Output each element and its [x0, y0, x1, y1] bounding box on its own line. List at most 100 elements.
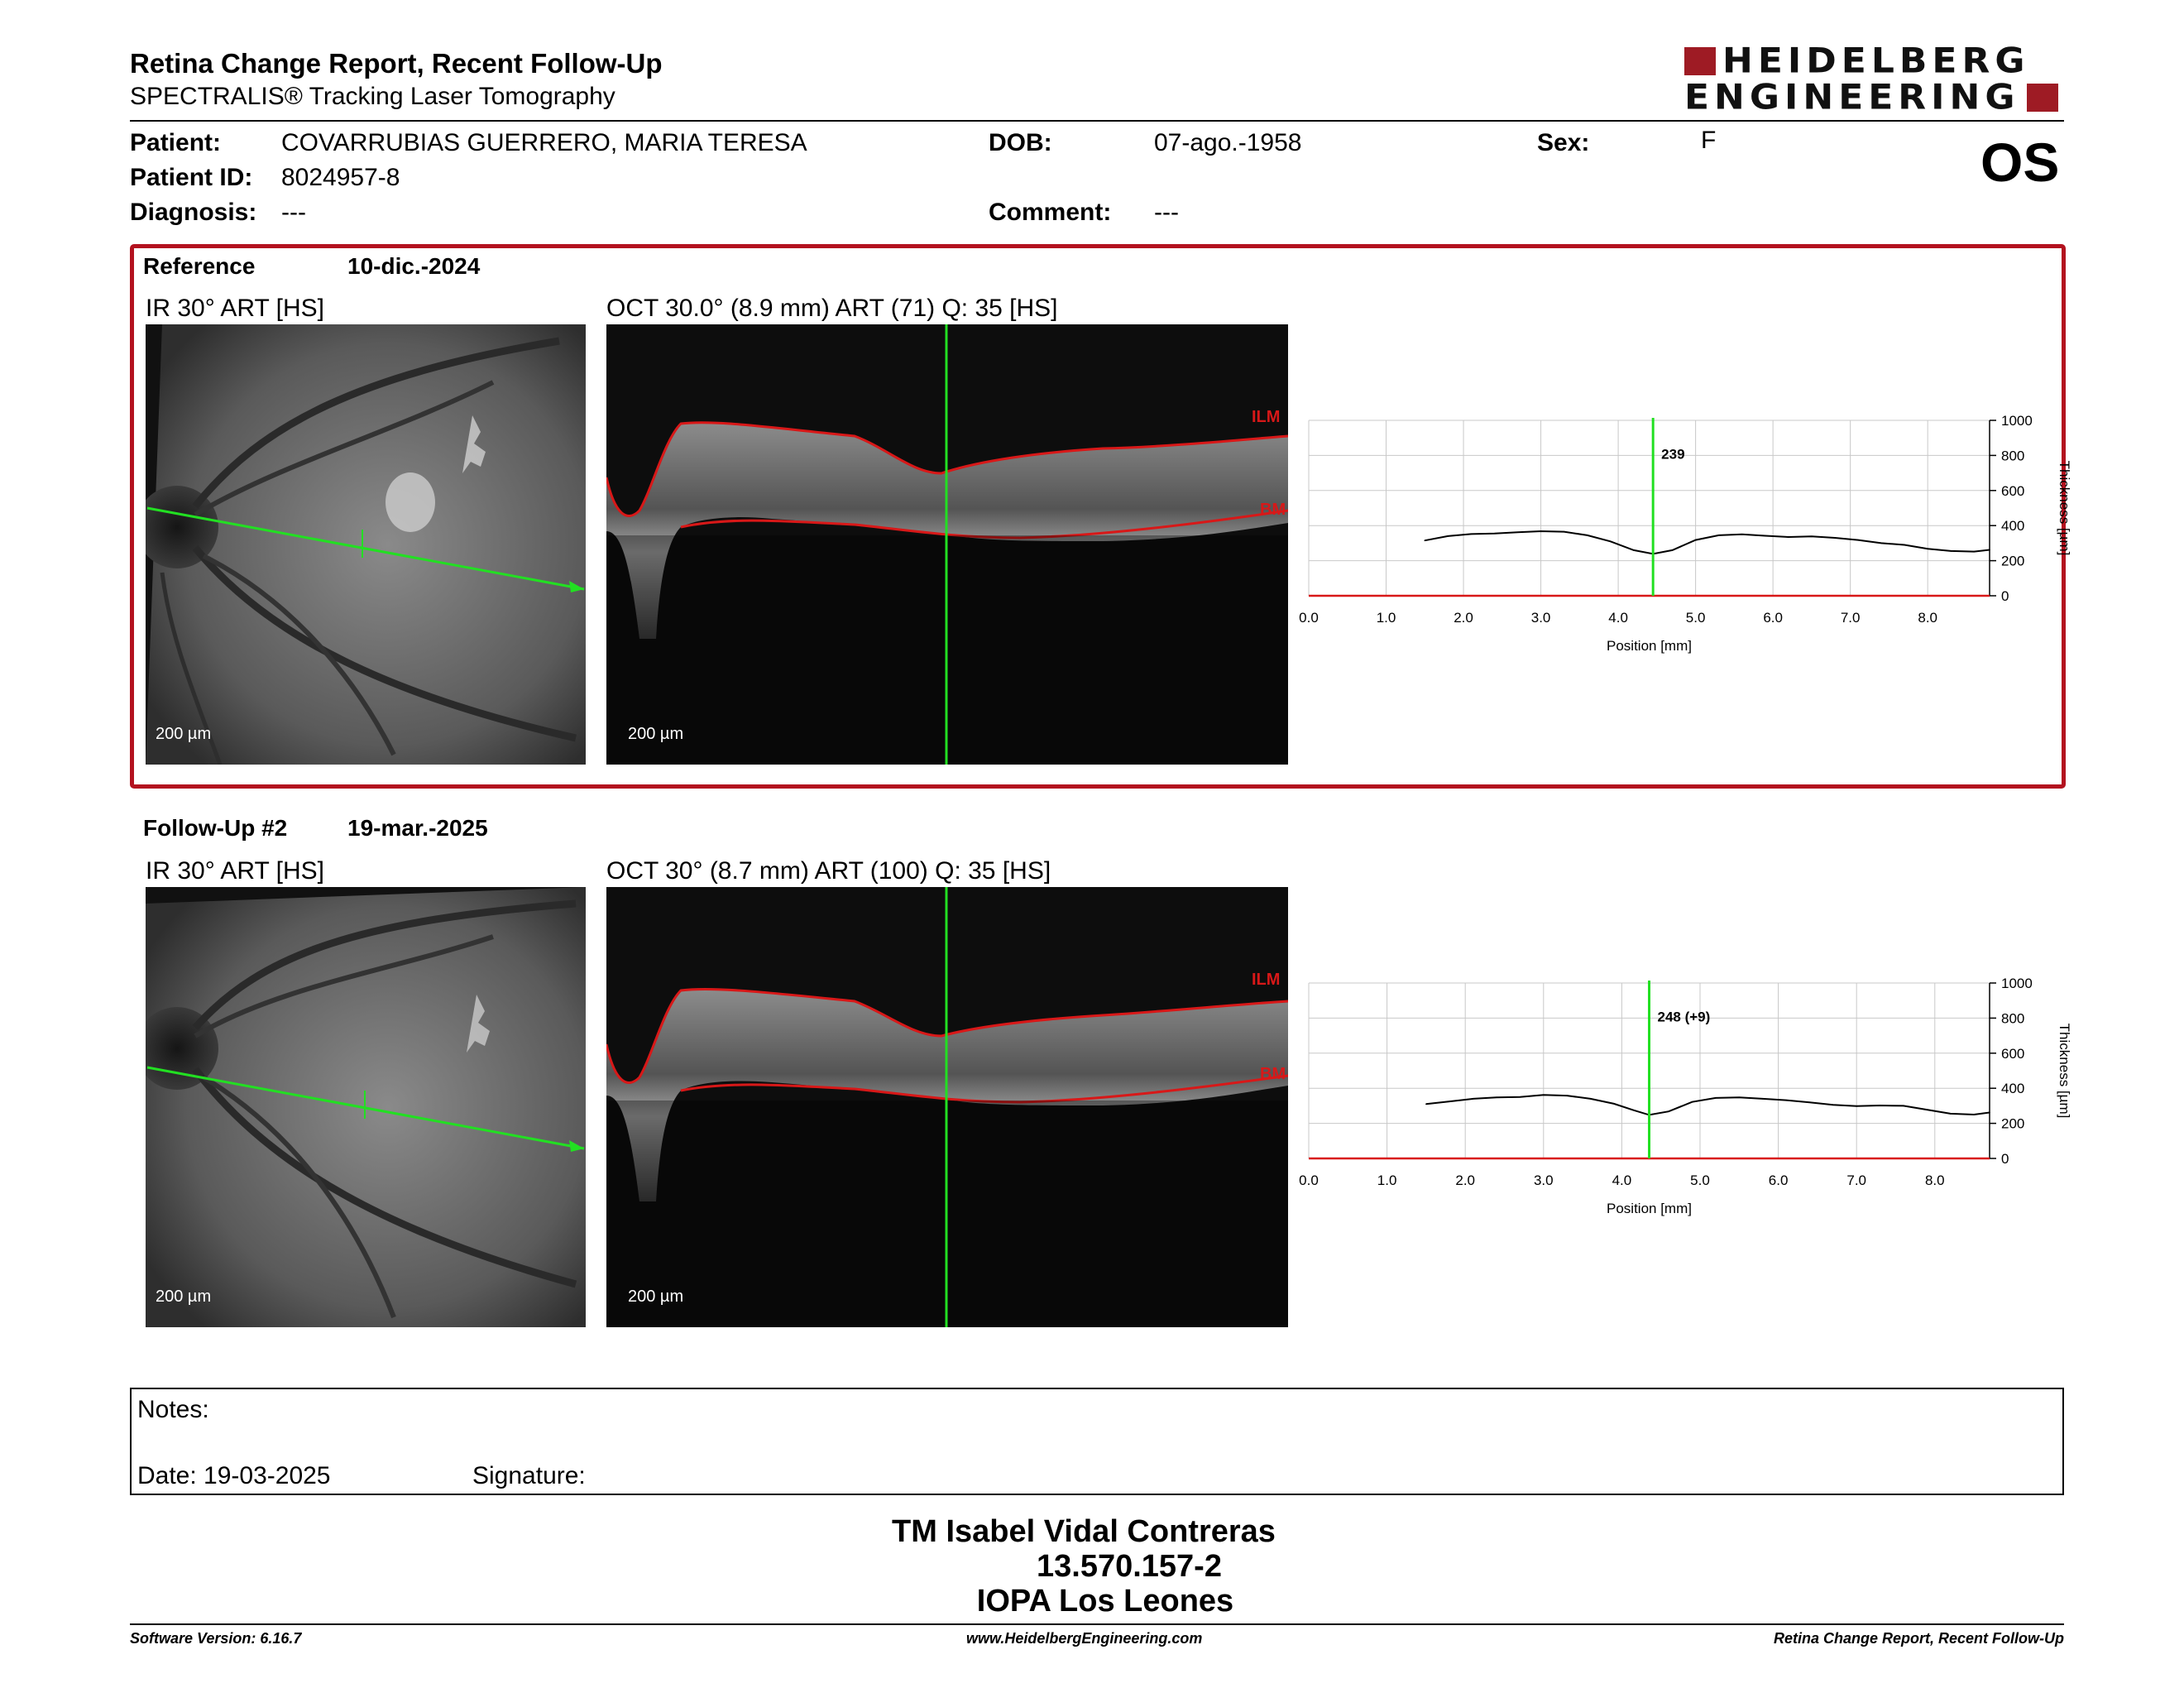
thickness-point	[1989, 1111, 1990, 1114]
sex-label: Sex:	[1537, 129, 1590, 156]
thickness-point	[1447, 535, 1449, 537]
diagnosis-value: ---	[281, 199, 306, 226]
reference-ir-caption: IR 30° ART [HS]	[146, 295, 324, 322]
notes-label: Notes:	[137, 1396, 209, 1423]
thickness-point	[1586, 535, 1588, 536]
report-title: Retina Change Report, Recent Follow-Up	[130, 48, 663, 79]
signature-label: Signature:	[472, 1462, 586, 1489]
reference-oct-scale: 200 µm	[628, 725, 684, 743]
y-tick-label: 400	[2001, 518, 2024, 534]
x-tick-label: 6.0	[1769, 1172, 1789, 1188]
diagnosis-label: Diagnosis:	[130, 199, 257, 226]
notes-box: Notes: Date: 19-03-2025 Signature:	[130, 1388, 2064, 1495]
thickness-point	[1566, 1095, 1568, 1096]
y-tick-label: 1000	[2001, 976, 2033, 991]
thickness-point	[1668, 1110, 1669, 1112]
y-tick-label: 600	[2001, 483, 2024, 499]
thickness-point	[1609, 540, 1612, 543]
y-tick-label: 600	[2001, 1046, 2024, 1062]
followup-thickness-chart: 0.0 1.0 2.0 3.0 4.0 5.0 6.0 7.0 8.0 0 200 400 600 800…	[1299, 976, 2072, 1216]
reference-highlight-box	[130, 244, 2066, 789]
followup-oct-scale: 200 µm	[628, 1288, 684, 1306]
x-axis-label: Position [mm]	[1607, 638, 1692, 654]
thickness-point	[1764, 535, 1766, 537]
thickness-point	[1834, 537, 1836, 539]
thickness-point	[1856, 1105, 1857, 1107]
thickness-point	[1857, 539, 1859, 541]
y-tick-label: 200	[2001, 1116, 2024, 1132]
comment-label: Comment:	[989, 199, 1112, 226]
followup-bm-label: BM	[1260, 1065, 1286, 1083]
sex-value: F	[1701, 127, 1717, 154]
thickness-series-line	[1425, 530, 1990, 555]
x-tick-label: 3.0	[1531, 610, 1551, 626]
thickness-point	[1927, 548, 1928, 549]
signatory-name: TM Isabel Vidal Contreras	[892, 1514, 1276, 1549]
thickness-point	[1761, 1098, 1764, 1100]
x-tick-label: 1.0	[1377, 1172, 1397, 1188]
y-axis-label: Thickness [µm]	[2057, 461, 2072, 556]
reference-label: Reference	[143, 253, 256, 279]
reference-date: 10-dic.-2024	[347, 253, 481, 279]
thickness-point	[1741, 534, 1743, 535]
signatory-org: IOPA Los Leones	[976, 1584, 1234, 1618]
footer-report-name: Retina Change Report, Recent Follow-Up	[1773, 1630, 2064, 1647]
followup-ir-caption: IR 30° ART [HS]	[146, 857, 324, 885]
thickness-point	[1425, 1103, 1427, 1105]
dob-label: DOB:	[989, 129, 1052, 156]
x-tick-label: 2.0	[1455, 1172, 1475, 1188]
thickness-point	[1904, 544, 1905, 546]
website-link[interactable]: www.HeidelbergEngineering.com	[966, 1630, 1203, 1647]
footer-divider	[130, 1623, 2064, 1625]
thickness-point	[1519, 1096, 1521, 1098]
y-axis-label: Thickness [µm]	[2057, 1024, 2072, 1119]
reference-oct-bscan[interactable]: ILM BM 200 µm	[606, 324, 1288, 765]
logo-line1: HEIDELBERG	[1722, 41, 2030, 81]
thickness-point	[1613, 1103, 1615, 1105]
patient-label: Patient:	[130, 129, 222, 156]
y-tick-label: 800	[2001, 1010, 2024, 1026]
marker-value-label: 248 (+9)	[1658, 1009, 1711, 1025]
x-tick-label: 0.0	[1299, 1172, 1319, 1188]
thickness-point	[1880, 542, 1882, 544]
thickness-point	[1879, 1105, 1881, 1106]
x-tick-label: 5.0	[1690, 1172, 1710, 1188]
x-tick-label: 3.0	[1534, 1172, 1554, 1188]
followup-oct-bscan[interactable]: ILM BM 200 µm	[606, 887, 1288, 1327]
reference-ir-fundus-image[interactable]: 200 µm	[146, 324, 586, 765]
x-tick-label: 7.0	[1846, 1172, 1866, 1188]
thickness-point	[1632, 1109, 1635, 1111]
followup-ir-scale: 200 µm	[156, 1288, 212, 1306]
reference-ilm-label: ILM	[1252, 408, 1280, 426]
thickness-point	[1788, 536, 1789, 538]
followup-ir-fundus-image[interactable]: 200 µm	[146, 887, 586, 1327]
x-tick-label: 7.0	[1841, 610, 1861, 626]
eye-label: OS	[1980, 132, 2060, 193]
thickness-point	[1449, 1101, 1451, 1102]
thickness-point	[1903, 1105, 1904, 1107]
logo-square-icon	[2026, 84, 2058, 112]
thickness-point	[1671, 549, 1674, 551]
thickness-point	[1811, 535, 1813, 538]
thickness-point	[1470, 533, 1473, 535]
header-divider	[130, 120, 2064, 122]
x-tick-label: 8.0	[1925, 1172, 1945, 1188]
followup-oct-caption: OCT 30° (8.7 mm) ART (100) Q: 35 [HS]	[606, 857, 1051, 885]
x-tick-label: 4.0	[1608, 610, 1628, 626]
thickness-point	[1542, 1094, 1545, 1096]
reference-oct-caption: OCT 30.0° (8.9 mm) ART (71) Q: 35 [HS]	[606, 295, 1058, 322]
thickness-point	[1926, 1109, 1928, 1110]
thickness-point	[1691, 1101, 1693, 1103]
thickness-point	[1949, 1113, 1952, 1115]
notes-date: Date: 19-03-2025	[137, 1462, 331, 1489]
x-tick-label: 4.0	[1612, 1172, 1632, 1188]
signatory-id: 13.570.157-2	[1037, 1549, 1222, 1584]
logo-square-icon	[1684, 47, 1716, 75]
thickness-point	[1694, 539, 1697, 541]
x-axis-label: Position [mm]	[1607, 1201, 1692, 1216]
thickness-point	[1493, 532, 1496, 535]
patient-id: 8024957-8	[281, 164, 400, 191]
thickness-point	[1715, 1097, 1717, 1099]
x-tick-label: 5.0	[1686, 610, 1706, 626]
y-tick-label: 0	[2001, 1151, 2009, 1167]
